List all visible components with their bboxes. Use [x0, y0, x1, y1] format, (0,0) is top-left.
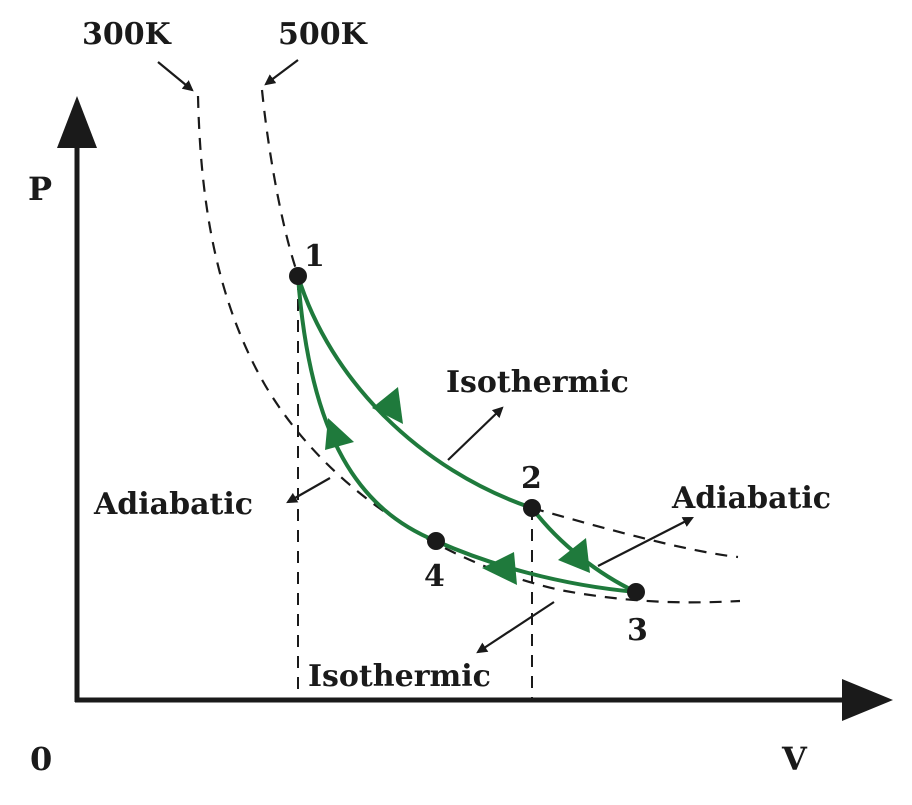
adiabatic-left-label: Adiabatic: [93, 487, 253, 522]
isothermic-upper-label: Isothermic: [446, 365, 629, 400]
arrow-2-3: [558, 538, 590, 573]
adiabatic-compression-4-1: [296, 275, 437, 543]
isothermic-lower-label: Isothermic: [308, 659, 491, 694]
point-3: [627, 583, 645, 601]
pointer-isothermic-upper: [447, 406, 504, 461]
arrow-1-2: [372, 387, 403, 424]
isotherm-500k-label: 500K: [278, 17, 368, 52]
point-4-label: 4: [424, 559, 445, 594]
isotherm-300k-curve: [196, 95, 741, 604]
isothermal-compression-3-4: [435, 539, 637, 594]
v-axis-label: V: [781, 740, 808, 778]
cycle-direction-arrows: [325, 387, 590, 585]
isotherm-300k-label: 300K: [82, 17, 172, 52]
arrow-3-4: [482, 552, 517, 585]
v-axis-arrowhead: [842, 679, 893, 721]
p-axis-label: P: [28, 170, 52, 208]
point-4: [427, 532, 445, 550]
pointer-adiabatic-right: [597, 516, 694, 567]
adiabatic-right-label: Adiabatic: [671, 481, 831, 516]
isotherm-500k-curve-top: [260, 89, 300, 276]
origin-label: 0: [30, 740, 52, 778]
pointer-300k: [157, 61, 194, 92]
p-axis-arrowhead: [57, 96, 97, 148]
isothermal-expansion-1-2: [296, 275, 533, 510]
point-1-label: 1: [304, 239, 325, 274]
point-1: [289, 267, 307, 285]
pointer-isothermic-lower: [476, 601, 555, 654]
arrow-4-1: [325, 418, 354, 450]
point-2: [523, 499, 541, 517]
isotherm-500k-curve-tail: [531, 506, 739, 559]
pointer-adiabatic-left: [286, 477, 331, 504]
pointer-500k: [264, 59, 299, 86]
point-3-label: 3: [627, 613, 648, 648]
point-2-label: 2: [521, 461, 542, 496]
